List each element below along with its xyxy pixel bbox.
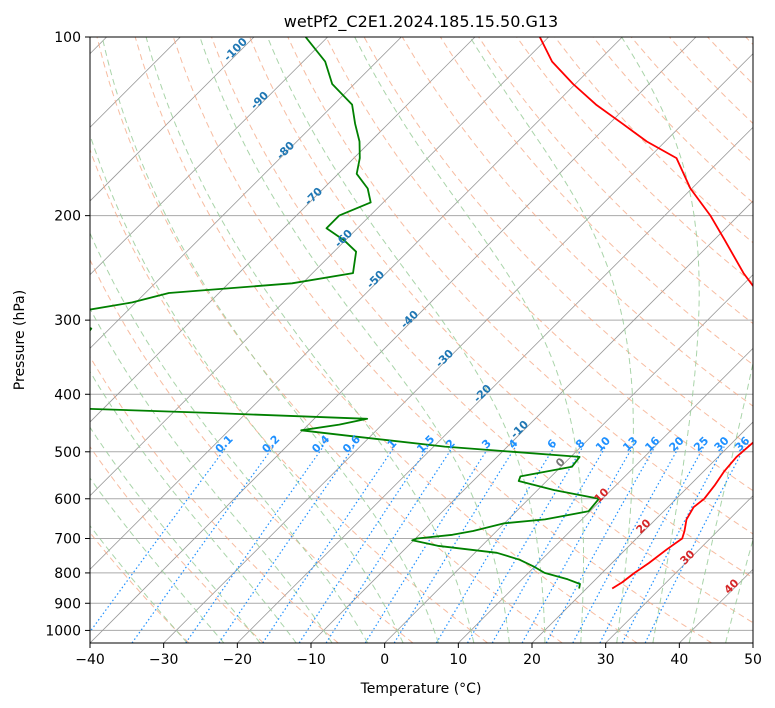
isotherm <box>90 37 402 349</box>
isotherm <box>90 37 328 276</box>
y-tick-label: 600 <box>54 492 81 508</box>
dry-adiabat <box>516 37 753 284</box>
moist-adiabat <box>688 361 753 643</box>
x-tick-label: 50 <box>744 652 762 668</box>
dry-adiabat <box>90 445 264 643</box>
x-tick-label: 30 <box>597 652 615 668</box>
moist-adiabat <box>90 307 333 643</box>
moist-adiabat <box>199 37 510 643</box>
x-axis-label: Temperature (°C) <box>360 681 482 697</box>
isotherm <box>531 421 753 643</box>
temperature-profile <box>538 37 753 590</box>
moist-adiabat <box>621 37 700 643</box>
x-tick-label: −20 <box>223 652 253 668</box>
x-tick-label: −40 <box>75 652 105 668</box>
x-tick-label: 10 <box>449 652 467 668</box>
isotherm <box>237 126 753 643</box>
y-tick-label: 500 <box>54 445 81 461</box>
y-tick-label: 800 <box>54 566 81 582</box>
isotherm <box>90 37 623 570</box>
isotherm <box>90 37 255 202</box>
y-axis-label: Pressure (hPa) <box>12 290 28 390</box>
isotherm <box>163 53 753 643</box>
mixing-ratio-line <box>218 446 355 643</box>
dry-adiabat <box>90 355 339 643</box>
moist-adiabat <box>90 477 225 643</box>
mixing-ratio-line <box>262 446 396 643</box>
isotherm <box>384 274 753 643</box>
mixing-ratio-line <box>644 446 746 643</box>
isotherm <box>752 642 753 643</box>
dewpoint-profile <box>90 37 600 589</box>
mixing-ratio-line <box>621 446 725 643</box>
mixing-ratio-line <box>393 446 517 643</box>
x-tick-label: −10 <box>296 652 326 668</box>
dry-adiabat <box>287 37 753 535</box>
isotherm <box>458 347 753 643</box>
plot-frame <box>89 36 754 644</box>
isotherm <box>90 37 549 497</box>
y-tick-label: 1000 <box>45 623 81 639</box>
mixing-ratio-line <box>466 446 584 643</box>
x-tick-label: 20 <box>523 652 541 668</box>
isotherm <box>90 37 476 423</box>
mixing-ratio-line <box>298 446 429 643</box>
moist-adiabat <box>90 524 188 643</box>
dry-adiabat <box>249 37 753 579</box>
series-layer <box>90 37 753 590</box>
moist-adiabat <box>90 370 297 643</box>
x-tick-label: 40 <box>670 652 688 668</box>
mixing-ratio-line <box>364 446 490 643</box>
y-tick-label: 700 <box>54 532 81 548</box>
x-tick-label: 0 <box>380 652 389 668</box>
mixing-ratio-line <box>545 446 656 643</box>
mixing-ratio-line <box>435 446 555 643</box>
moist-adiabat <box>267 37 546 643</box>
mixing-ratio-line <box>90 446 228 633</box>
y-tick-label: 200 <box>54 209 81 225</box>
mixing-ratio-line <box>325 446 454 643</box>
moist-adiabat <box>101 37 439 643</box>
dry-adiabat <box>90 258 414 643</box>
x-tick-label: −30 <box>149 652 179 668</box>
y-tick-label: 400 <box>54 387 81 403</box>
moist-adiabat <box>145 37 475 643</box>
chart-title: wetPf2_C2E1.2024.185.15.50.G13 <box>284 12 558 32</box>
moist-adiabat <box>354 37 584 643</box>
moist-adiabat <box>90 133 404 643</box>
moist-adiabat <box>469 37 634 643</box>
background-lines <box>90 37 753 643</box>
plot-background <box>90 37 753 643</box>
moist-adiabat <box>725 537 753 643</box>
dry-adiabat <box>134 37 638 643</box>
dry-adiabat <box>96 37 563 643</box>
isotherm <box>605 495 753 643</box>
moist-adiabat <box>90 231 369 643</box>
dry-adiabat <box>325 37 753 492</box>
dry-adiabat <box>211 37 753 624</box>
ticks: −40 −30 −20 −10 0 10 20 30 40 50 100 200 300 400 500 60… <box>45 30 762 668</box>
isotherm <box>90 37 697 643</box>
y-tick-label: 300 <box>54 313 81 329</box>
moist-adiabat <box>90 426 261 643</box>
mixing-ratio-line <box>131 446 274 643</box>
y-tick-label: 100 <box>54 30 81 46</box>
mixing-ratio-line <box>185 446 324 643</box>
y-tick-label: 900 <box>54 596 81 612</box>
